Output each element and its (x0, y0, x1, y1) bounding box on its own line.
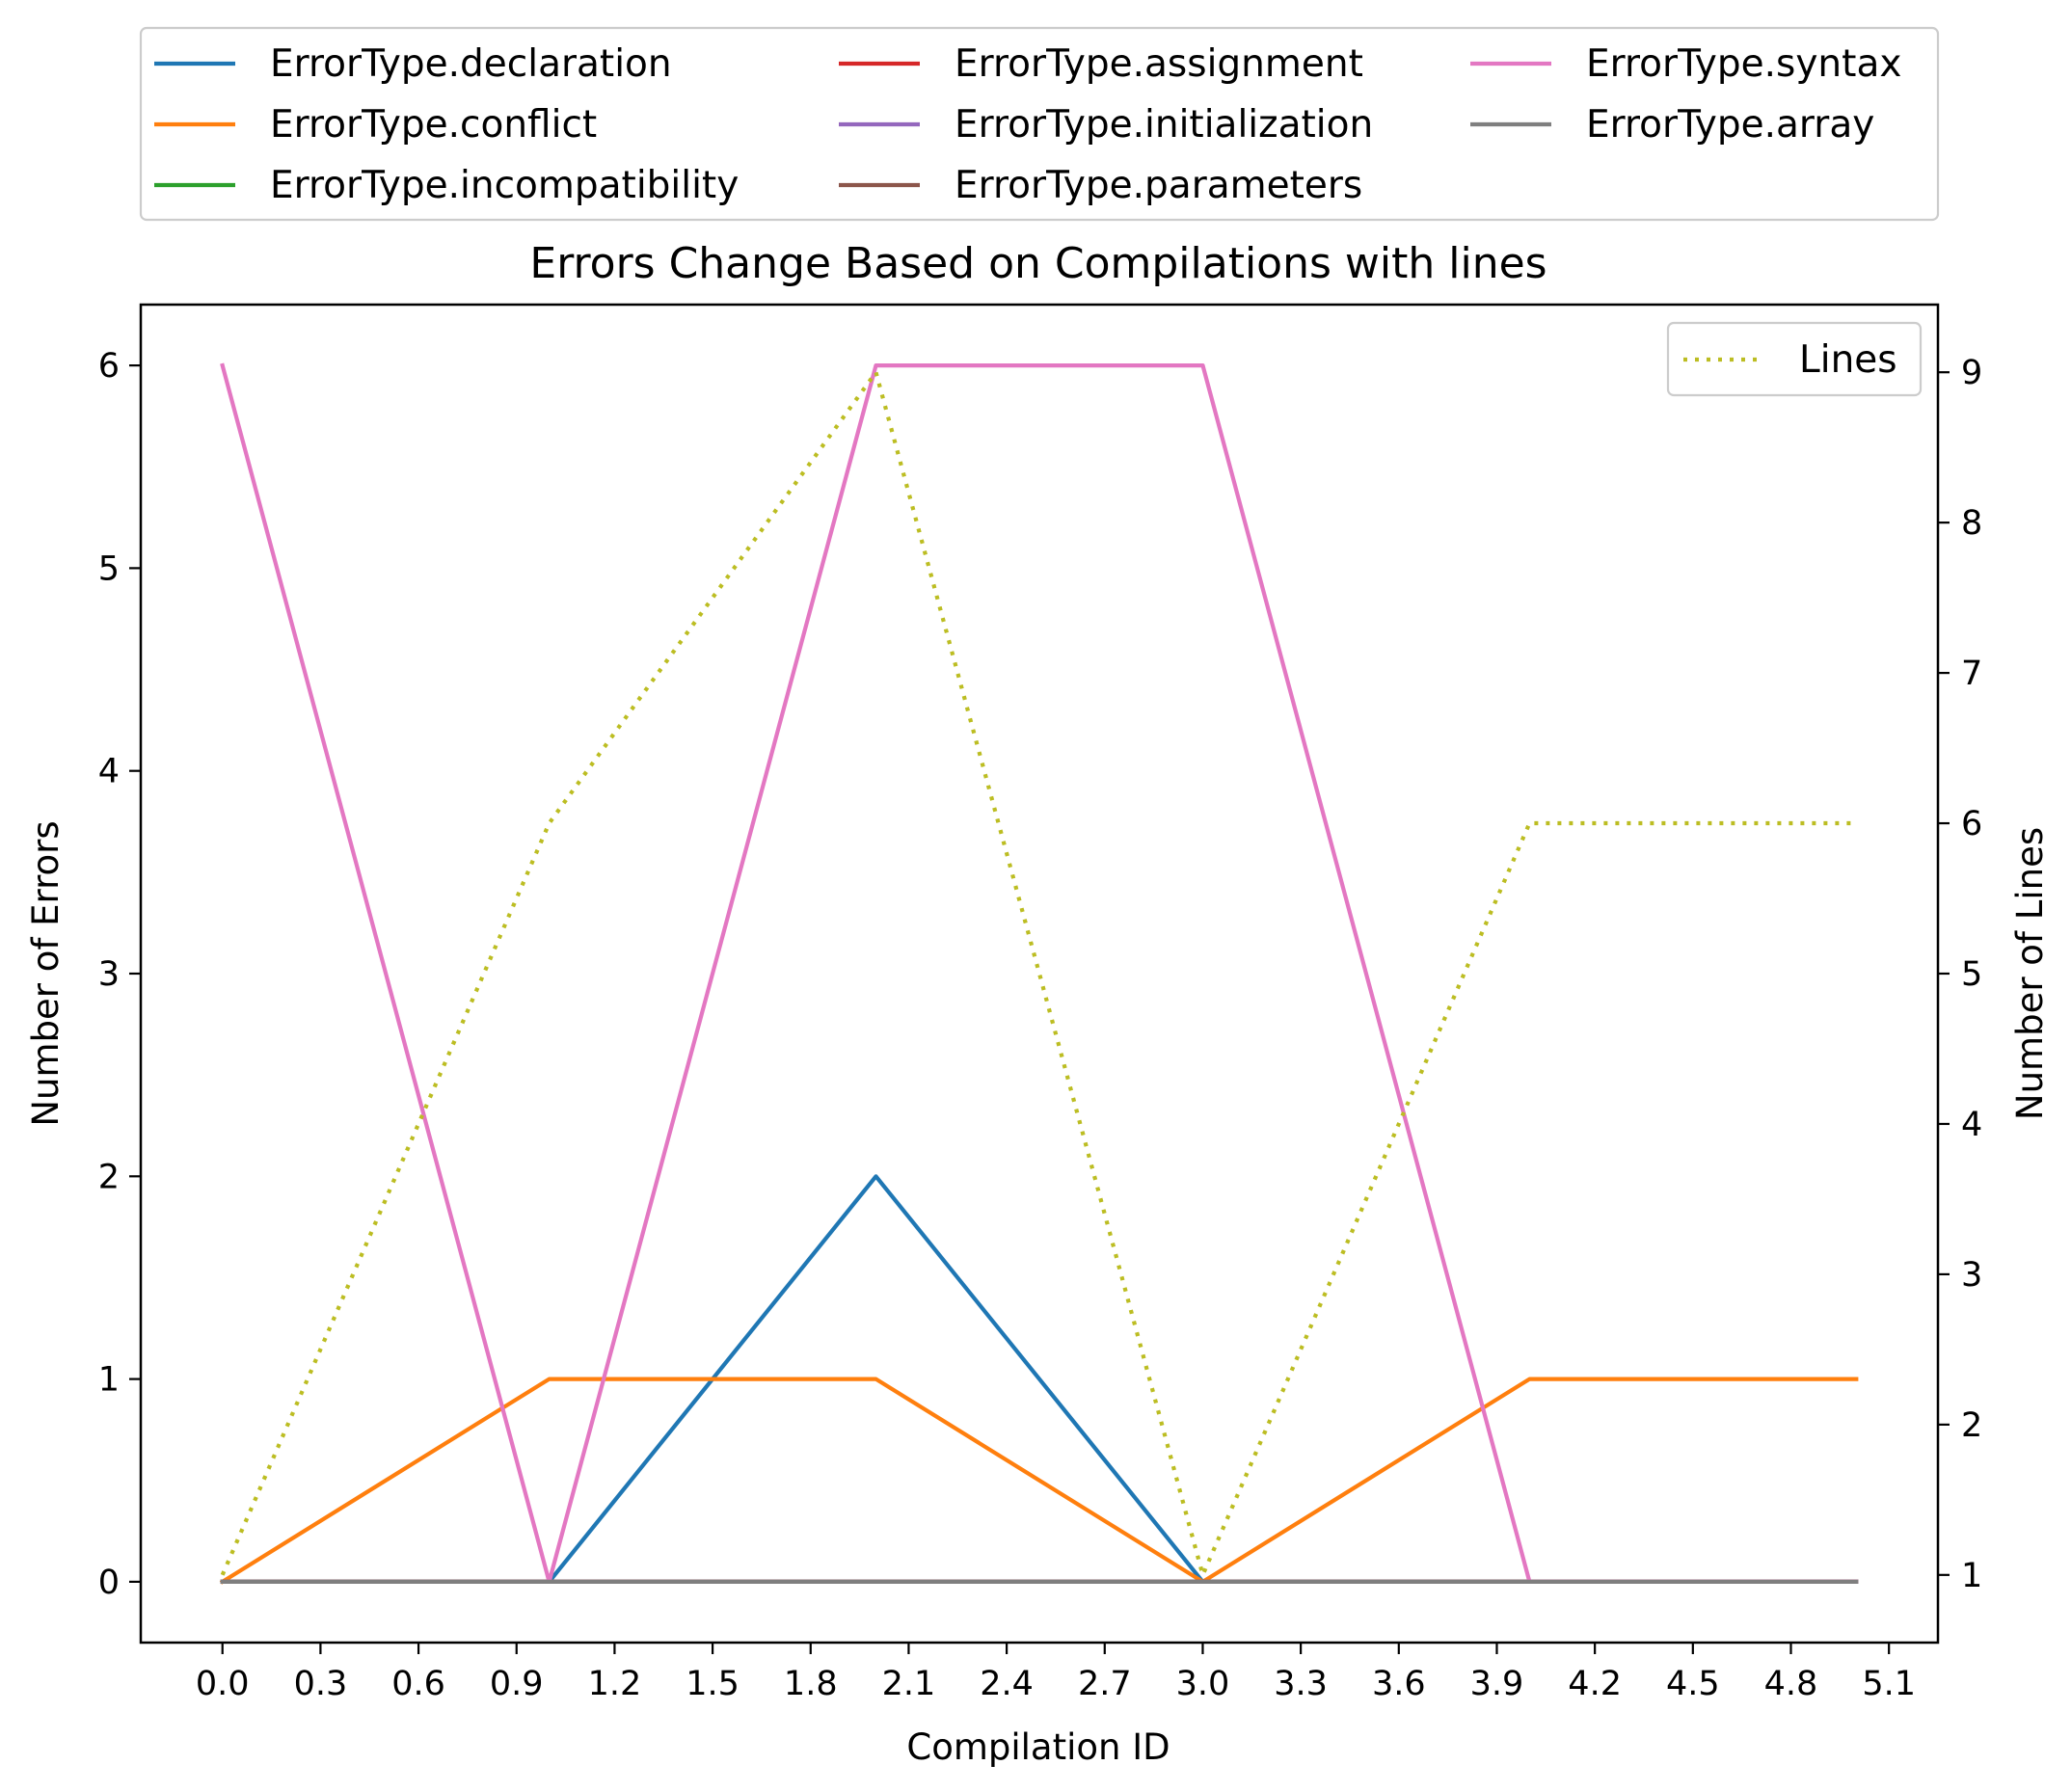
x-tick-label: 0.9 (490, 1665, 544, 1703)
x-tick-label: 2.4 (980, 1665, 1034, 1703)
y2-tick-label: 3 (1961, 1256, 1982, 1295)
legend-entry-label: ErrorType.conflict (270, 103, 597, 147)
y2-tick-label: 9 (1961, 354, 1982, 392)
legend-entry-label: ErrorType.declaration (270, 42, 672, 86)
chart-title: Errors Change Based on Compilations with… (529, 239, 1547, 288)
y-axis-right: 1 2 3 4 5 6 7 8 9 (1938, 354, 1982, 1595)
y-axis-left: 0 1 2 3 4 5 6 (98, 347, 141, 1602)
x-tick-label: 0.3 (294, 1665, 348, 1703)
legend-frame (139, 26, 1940, 222)
y-tick-label: 0 (98, 1564, 120, 1602)
y2-tick-label: 7 (1961, 655, 1982, 693)
legend-secondary-frame (1666, 321, 1923, 397)
legend-entry-label: Lines (1799, 338, 1897, 382)
legend: ErrorType.declaration ErrorType.conflict E… (139, 26, 1940, 222)
y-tick-label: 4 (98, 753, 120, 791)
y2-tick-label: 8 (1961, 504, 1982, 543)
y2-axis-label: Number of Lines (2009, 827, 2051, 1120)
y-tick-label: 1 (98, 1361, 120, 1400)
y2-tick-label: 2 (1961, 1406, 1982, 1445)
y-tick-label: 5 (98, 549, 120, 588)
x-tick-label: 0.0 (196, 1665, 250, 1703)
y2-tick-label: 6 (1961, 805, 1982, 843)
series-line-1 (219, 1377, 1859, 1585)
plot-frame (139, 303, 1940, 1645)
y2-tick-label: 1 (1961, 1557, 1982, 1595)
x-tick-label: 1.2 (588, 1665, 642, 1703)
y2-tick-label: 4 (1961, 1106, 1982, 1144)
x-tick-label: 3.3 (1274, 1665, 1328, 1703)
x-tick-label: 1.8 (784, 1665, 838, 1703)
series-line-6 (220, 362, 1859, 1585)
y-tick-label: 6 (98, 347, 120, 386)
legend-entry-label: ErrorType.assignment (955, 42, 1363, 86)
x-tick-label: 3.6 (1372, 1665, 1426, 1703)
x-tick-label: 2.1 (882, 1665, 936, 1703)
legend-entry-label: ErrorType.initialization (955, 103, 1373, 147)
legend-entry-label: ErrorType.parameters (955, 164, 1362, 207)
x-tick-label: 0.6 (391, 1665, 445, 1703)
legend-entry-label: ErrorType.syntax (1586, 42, 1901, 86)
legend-entry-label: ErrorType.array (1586, 103, 1874, 147)
x-axis: 0.0 0.3 0.6 0.9 1.2 1.5 1.8 2.1 2.4 2.7 3.0 3.3 3.6 3… (196, 1643, 1916, 1703)
x-axis-label: Compilation ID (906, 1726, 1170, 1768)
y-tick-label: 2 (98, 1158, 120, 1196)
legend-entry-label: ErrorType.incompatibility (270, 164, 739, 207)
y-axis-label: Number of Errors (25, 820, 67, 1126)
x-tick-label: 2.7 (1078, 1665, 1132, 1703)
x-tick-label: 5.1 (1862, 1665, 1916, 1703)
x-tick-label: 1.5 (686, 1665, 740, 1703)
y-tick-label: 3 (98, 955, 120, 994)
x-tick-label: 3.9 (1470, 1665, 1524, 1703)
x-tick-label: 4.2 (1568, 1665, 1622, 1703)
series-line-lines (220, 367, 1857, 1582)
x-tick-label: 4.5 (1666, 1665, 1720, 1703)
plot-lines (219, 362, 1859, 1585)
y2-tick-label: 5 (1961, 955, 1982, 994)
x-tick-label: 3.0 (1176, 1665, 1230, 1703)
legend-secondary: Lines (1666, 321, 1923, 397)
x-tick-label: 4.8 (1764, 1665, 1818, 1703)
